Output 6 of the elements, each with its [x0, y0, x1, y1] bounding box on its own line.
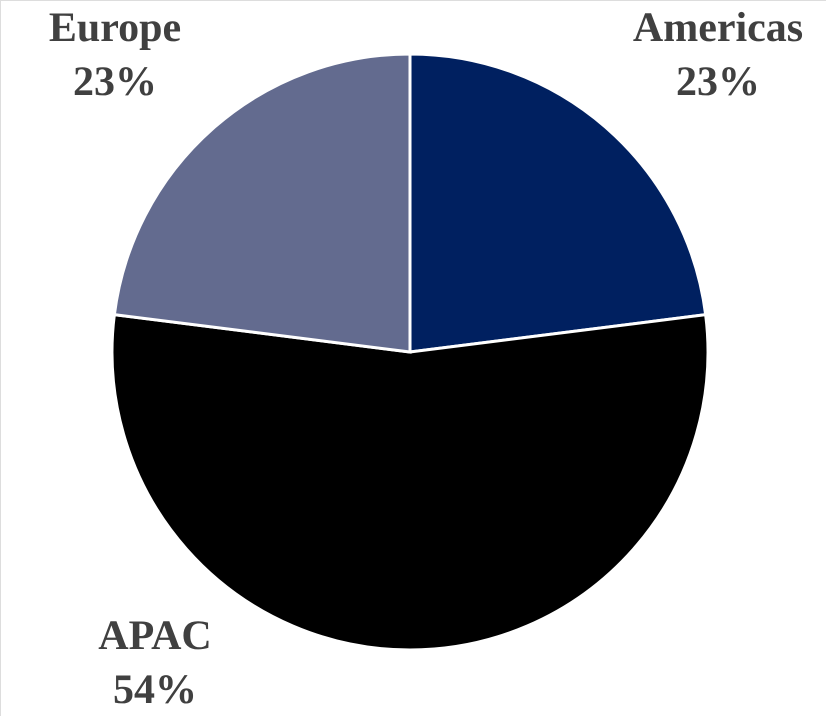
- slice-label: Europe: [48, 5, 182, 51]
- slice-label: APAC: [98, 613, 212, 659]
- data-label: 54%: [113, 667, 197, 713]
- data-label: 23%: [676, 59, 760, 105]
- data-label: 23%: [73, 59, 157, 105]
- slice-label: Americas: [632, 5, 804, 51]
